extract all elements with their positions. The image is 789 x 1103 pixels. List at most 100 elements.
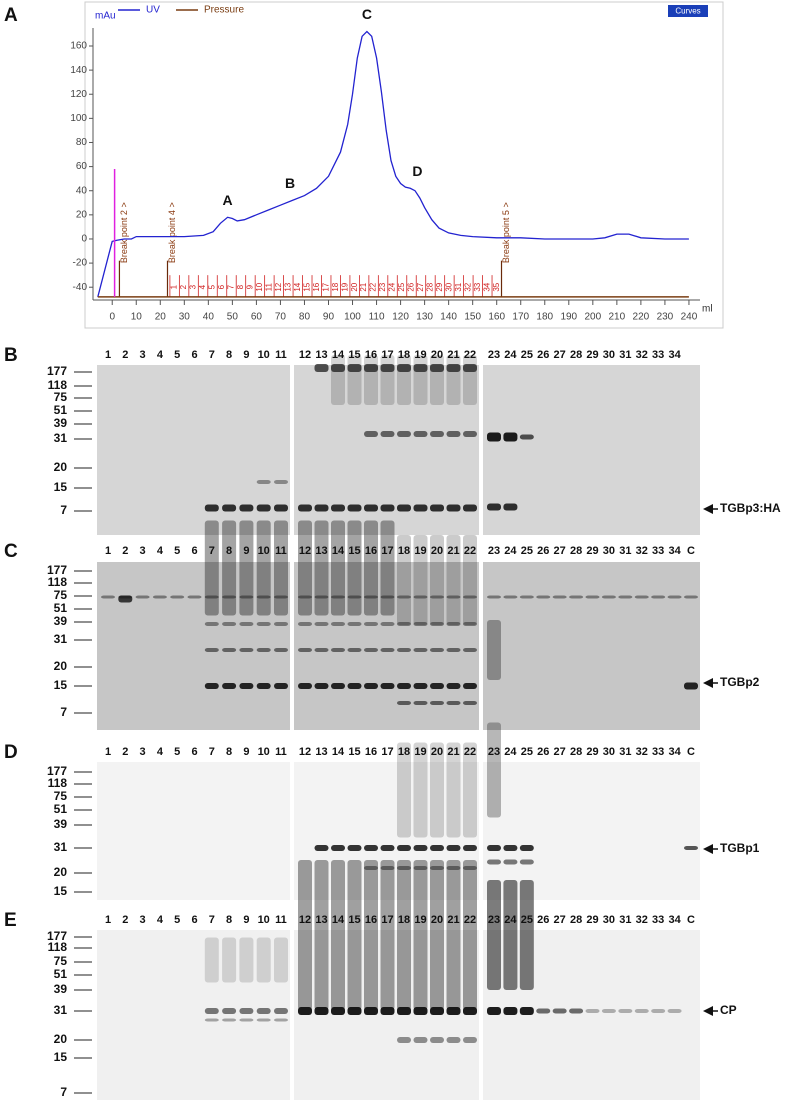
lane-label: 6	[191, 914, 197, 926]
lane-label: 33	[652, 545, 664, 557]
lane-label: 33	[652, 349, 664, 361]
band	[331, 860, 345, 1010]
band	[446, 742, 461, 838]
fraction-label: 1	[170, 284, 179, 289]
band	[430, 364, 444, 372]
band	[618, 1009, 633, 1013]
band	[380, 595, 395, 599]
break-label: Break point 5 >	[501, 202, 511, 263]
lane-label: 25	[521, 914, 533, 926]
lane-label: 25	[521, 545, 533, 557]
lane-label: 19	[414, 545, 426, 557]
band	[397, 504, 411, 512]
lane-label: 11	[275, 914, 287, 926]
band	[298, 683, 312, 689]
lane-label: 15	[348, 914, 360, 926]
target-label: TGBp2	[720, 675, 760, 689]
marker-label: 177	[47, 364, 67, 378]
band	[364, 683, 378, 689]
lane-label: 5	[174, 545, 180, 557]
lane-label: 9	[243, 746, 249, 758]
band	[222, 595, 237, 599]
lane-label: 34	[668, 746, 681, 758]
band	[314, 860, 329, 1010]
lane-label: 24	[504, 746, 517, 758]
band	[204, 683, 219, 689]
band	[397, 622, 411, 626]
band	[446, 701, 461, 705]
panel-label: C	[4, 541, 18, 562]
lane-label: 10	[258, 349, 270, 361]
blot-section	[483, 365, 700, 535]
band	[446, 504, 461, 512]
lane-label: 1	[105, 746, 111, 758]
band	[430, 622, 444, 626]
target-label: TGBp1	[720, 841, 760, 855]
lane-label: 12	[299, 914, 311, 926]
band	[503, 432, 518, 442]
lane-label: 27	[554, 914, 566, 926]
x-tick-label: 220	[633, 312, 650, 323]
fraction-label: 30	[445, 282, 454, 291]
band	[274, 648, 288, 652]
x-tick-label: 20	[155, 312, 167, 323]
band	[380, 1007, 395, 1015]
band	[347, 622, 362, 626]
band	[536, 1008, 551, 1014]
fraction-label: 27	[416, 282, 425, 291]
band	[684, 595, 698, 599]
lane-label: 28	[570, 746, 582, 758]
curves-button-label[interactable]: Curves	[675, 7, 700, 16]
fraction-label: 9	[246, 284, 255, 289]
lane-label: 26	[537, 349, 549, 361]
band	[430, 535, 444, 625]
band	[364, 845, 378, 851]
lane-label: 11	[275, 349, 287, 361]
lane-label: 18	[398, 545, 410, 557]
band	[256, 683, 271, 689]
band	[463, 504, 477, 512]
band	[552, 595, 567, 599]
lane-label: 13	[315, 746, 327, 758]
y-tick-label: 40	[76, 185, 88, 196]
band	[585, 1009, 600, 1013]
band	[397, 1037, 411, 1043]
lane-label: 30	[603, 349, 615, 361]
curves-button[interactable]	[668, 5, 708, 17]
band	[380, 355, 395, 405]
band	[135, 595, 150, 599]
lane-label: 17	[381, 545, 393, 557]
lane-label: 3	[140, 545, 146, 557]
band	[446, 622, 461, 626]
lane-label: C	[687, 545, 695, 557]
band	[397, 595, 411, 599]
lane-label: 27	[554, 545, 566, 557]
band	[222, 683, 237, 689]
lane-label: 32	[636, 914, 648, 926]
fraction-label: 14	[293, 282, 302, 291]
lane-label: 15	[348, 349, 360, 361]
band	[347, 520, 362, 616]
marker-label: 118	[48, 378, 68, 392]
band	[430, 1037, 444, 1043]
band	[503, 595, 518, 599]
x-tick-label: 60	[251, 312, 263, 323]
band	[314, 648, 329, 652]
peak-label: B	[285, 175, 295, 191]
band	[430, 504, 444, 512]
marker-label: 51	[54, 967, 68, 981]
band	[397, 701, 411, 705]
band	[314, 520, 329, 616]
band	[314, 504, 329, 512]
fraction-label: 21	[359, 282, 368, 291]
band	[256, 504, 271, 512]
band	[503, 880, 518, 990]
x-tick-label: 150	[464, 312, 481, 323]
band	[222, 937, 237, 983]
lane-label: 6	[191, 349, 197, 361]
x-tick-label: 0	[109, 312, 115, 323]
band	[487, 1007, 501, 1015]
band	[347, 860, 362, 1010]
lane-label: 15	[348, 746, 360, 758]
lane-label: 27	[554, 349, 566, 361]
